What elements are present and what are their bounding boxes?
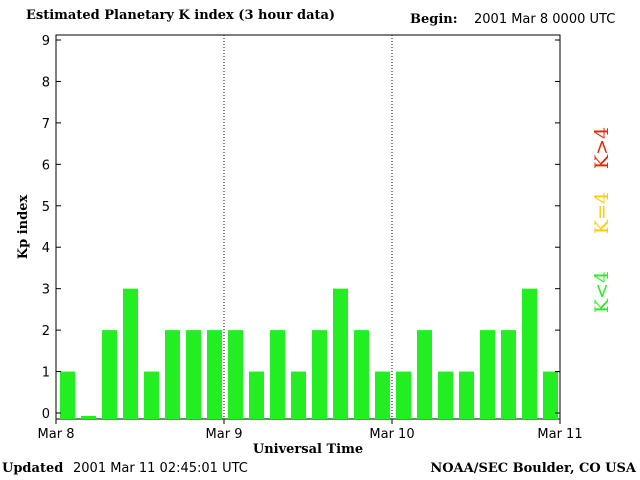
kp-bar <box>480 330 495 419</box>
x-tick-label: Mar 8 <box>38 427 75 442</box>
legend-entry: K>4 <box>591 127 613 169</box>
y-tick-label: 0 <box>42 407 50 422</box>
y-tick-label: 3 <box>42 283 50 298</box>
kp-bar <box>165 330 180 419</box>
kp-bar <box>459 371 474 419</box>
y-tick-label: 7 <box>42 117 50 132</box>
legend-entry: K<4 <box>591 271 613 313</box>
kp-bar <box>81 416 96 419</box>
y-tick-label: 6 <box>42 158 50 173</box>
kp-bar <box>291 371 306 419</box>
y-tick-label: 1 <box>42 366 50 381</box>
kp-bar <box>312 330 327 419</box>
y-tick-label: 4 <box>42 241 50 256</box>
kp-bar <box>186 330 201 419</box>
y-tick-label: 9 <box>42 34 50 49</box>
x-tick-label: Mar 11 <box>537 427 582 442</box>
updated-value: 2001 Mar 11 02:45:01 UTC <box>73 461 248 476</box>
kp-bar <box>102 330 117 419</box>
kp-bar <box>144 371 159 419</box>
kp-bar <box>354 330 369 419</box>
y-axis-label: Kp index <box>16 195 31 260</box>
kp-bar <box>333 288 348 419</box>
kp-bar <box>249 371 264 419</box>
kp-bar <box>501 330 516 419</box>
kp-bar <box>522 288 537 419</box>
kp-bar <box>375 371 390 419</box>
y-tick-label: 5 <box>42 200 50 215</box>
plot-frame <box>55 34 561 420</box>
kp-bar <box>417 330 432 419</box>
kp-bar <box>270 330 285 419</box>
kp-bar <box>207 330 222 419</box>
begin-value: 2001 Mar 8 0000 UTC <box>474 12 616 27</box>
begin-label: Begin: <box>410 12 458 27</box>
y-tick-label: 8 <box>42 75 50 90</box>
x-axis-label: Universal Time <box>253 442 363 457</box>
updated-label: Updated <box>2 461 64 476</box>
y-tick-label: 2 <box>42 324 50 339</box>
kp-bar <box>396 371 411 419</box>
x-tick-label: Mar 10 <box>369 427 414 442</box>
kp-bar <box>60 371 75 419</box>
kp-bar <box>228 330 243 419</box>
page-title: Estimated Planetary K index (3 hour data… <box>26 8 336 23</box>
legend-entry: K=4 <box>591 192 613 234</box>
x-tick-label: Mar 9 <box>206 427 243 442</box>
kp-bar <box>543 371 558 419</box>
kp-bar <box>123 288 138 419</box>
source-credit: NOAA/SEC Boulder, CO USA <box>430 461 636 476</box>
kp-bar <box>438 371 453 419</box>
